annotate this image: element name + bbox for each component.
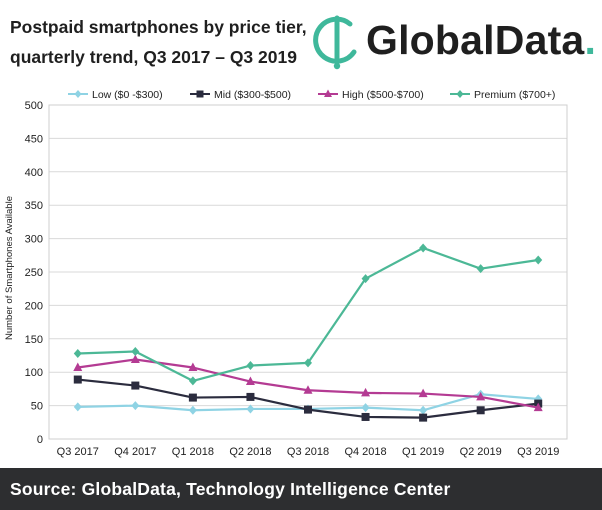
logo-dot: . [584,17,597,63]
y-axis-title: Number of Smartphones Available [4,196,15,340]
x-tick-label: Q3 2019 [517,446,559,458]
data-point [476,264,485,274]
data-point [188,376,197,386]
data-point [419,405,428,415]
data-point [418,388,428,398]
legend-item: Premium ($700+) [450,89,555,101]
header: Postpaid smartphones by price tier, quar… [0,0,602,83]
plot-border [48,104,568,440]
x-tick-label: Q4 2018 [344,446,386,458]
data-point [73,402,82,412]
series-1 [73,375,543,422]
data-point [456,90,464,98]
data-point [246,392,255,401]
y-tick-label: 300 [25,234,43,246]
title-line-1: Postpaid smartphones by price tier, [10,17,307,37]
data-point [188,393,197,402]
data-point [361,412,370,421]
y-tick-label: 500 [25,100,43,112]
y-tick-label: 350 [25,200,43,212]
globaldata-logo-icon [313,15,357,70]
legend-item: Mid ($300-$500) [190,89,291,101]
data-point [131,381,140,390]
data-point [245,376,255,386]
y-tick-label: 200 [25,300,43,312]
y-tick-label: 100 [25,367,43,379]
title-line-2: quarterly trend, Q3 2017 – Q3 2019 [10,47,297,67]
data-point [246,361,255,371]
axis-layer: 0 50 100 150 200 250 300 350 400 450 500 Q3 2017 Q4 … [25,100,560,458]
x-tick-label: Q3 2017 [57,446,99,458]
legend-item: Low ($0 -$300) [68,89,163,101]
page-title: Postpaid smartphones by price tier, quar… [10,12,310,72]
legend-item: High ($500-$700) [318,89,424,101]
data-point [419,243,428,253]
y-tick-label: 450 [25,133,43,145]
series-3 [73,243,543,386]
data-point [188,405,197,415]
data-point [361,403,370,413]
y-tick-label: 0 [37,434,43,446]
legend: Low ($0 -$300) Mid ($300-$500) High ($500-… [68,89,555,101]
data-point [74,90,82,98]
data-point [131,346,140,356]
data-point [419,413,428,422]
data-point [303,385,313,394]
x-tick-label: Q2 2018 [229,446,271,458]
data-point [476,406,485,415]
data-point [188,362,198,372]
data-point [324,89,332,97]
data-point [361,387,371,397]
data-point [73,348,82,358]
legend-label: Low ($0 -$300) [92,89,163,101]
y-tick-label: 400 [25,167,43,179]
data-point [304,405,312,414]
legend-label: Mid ($300-$500) [214,89,291,101]
data-point [73,362,83,372]
data-point [196,90,204,98]
data-point [533,402,543,412]
logo-name: GlobalData [366,17,585,63]
y-tick-label: 50 [31,401,43,413]
y-tick-label: 150 [25,334,43,346]
legend-label: High ($500-$700) [342,89,424,101]
series-layer [73,243,543,422]
x-tick-label: Q4 2017 [114,446,156,458]
x-tick-label: Q3 2018 [287,446,329,458]
x-tick-label: Q1 2019 [402,446,444,458]
data-point [246,404,255,414]
logo-text: GlobalData. [366,14,596,66]
data-point [130,354,140,364]
y-tick-label: 250 [25,267,43,279]
data-point [304,358,312,368]
legend-label: Premium ($700+) [474,89,555,101]
x-tick-label: Q2 2019 [460,446,502,458]
data-point [73,375,82,384]
data-point [476,391,486,401]
data-point [361,274,370,284]
line-chart: 0 50 100 150 200 250 300 350 400 450 500 Q3 2017 Q4 … [4,89,568,458]
data-point [534,255,543,265]
source-footer: Source: GlobalData, Technology Intellige… [0,468,602,510]
data-point [131,401,140,411]
x-tick-label: Q1 2018 [172,446,214,458]
